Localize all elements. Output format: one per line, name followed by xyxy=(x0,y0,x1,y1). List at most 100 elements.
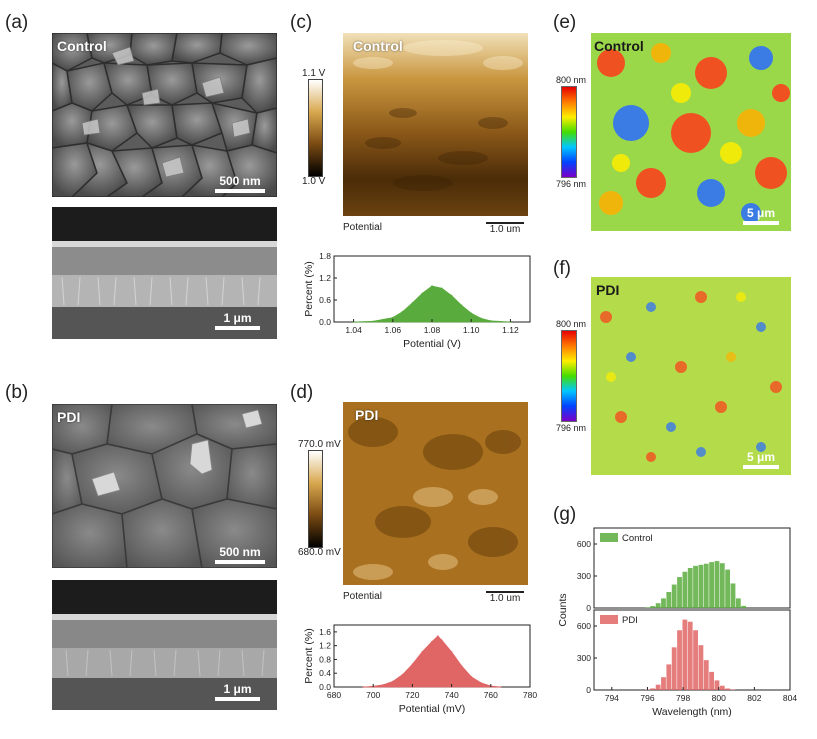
hist-bar-pdi xyxy=(682,619,688,690)
hist-point xyxy=(480,317,482,320)
x-tick-label: 1.06 xyxy=(385,325,402,335)
hist-bar-pdi xyxy=(719,685,725,690)
y-tick-label: 600 xyxy=(577,539,591,549)
panel-label-b: (b) xyxy=(5,382,29,403)
hist-bar-control xyxy=(671,584,677,608)
kpfm-d-caption: Potential xyxy=(343,591,382,602)
hist-point xyxy=(437,635,439,637)
x-tick-label: 794 xyxy=(605,693,619,703)
sem-b-top-scalebar: 500 nm xyxy=(215,545,265,564)
sem-b-bottom-scale-bar xyxy=(215,697,260,701)
legend-swatch-control xyxy=(600,533,618,542)
hist-point xyxy=(372,320,374,323)
hist-point xyxy=(470,312,472,314)
panel-label-a: (a) xyxy=(5,12,29,33)
pl-f-scalebar: 5 μm xyxy=(743,450,779,469)
hist-point xyxy=(441,287,443,290)
x-tick-label: 1.04 xyxy=(345,325,362,335)
sem-pdi-crosssection: 1 μm xyxy=(52,580,277,710)
pl-g-histogram: 0 300 600 Control 0 300 600 PDI 794 796 798 800 802 8… xyxy=(557,527,797,718)
hist-point xyxy=(450,651,453,653)
sem-b-top-scale-bar xyxy=(215,560,265,564)
hist-bar-pdi xyxy=(677,630,682,690)
sem-control-tag: Control xyxy=(57,38,107,54)
y-tick-label: 0.4 xyxy=(319,668,331,678)
hist-bar-pdi xyxy=(687,621,693,690)
x-tick-label: 802 xyxy=(747,693,761,703)
hist-bar-pdi xyxy=(714,680,720,690)
hist-bar-pdi xyxy=(693,630,698,690)
hist-point xyxy=(450,294,453,297)
hist-bar-pdi xyxy=(661,677,666,690)
hist-bar-control xyxy=(741,605,747,608)
pl-f-cbar-max: 800 nm xyxy=(556,319,587,329)
y-tick-label: 300 xyxy=(577,653,591,663)
hist-bar-pdi xyxy=(666,664,672,690)
hist-point xyxy=(490,320,492,322)
kpfm-c-cbar-min: 1.0 V xyxy=(302,176,326,187)
pl-e-cbar-max: 800 nm xyxy=(556,75,587,85)
hist-point xyxy=(401,673,404,676)
hist-bar-control xyxy=(714,561,720,608)
kpfm-c-caption: Potential xyxy=(343,222,382,233)
sem-a-bottom-scale-label: 1 μm xyxy=(223,311,252,325)
y-tick-label: 600 xyxy=(577,621,591,631)
hist-bar-control xyxy=(698,564,704,608)
kpfm-c-histogram: 1.04 1.06 1.08 1.10 1.12 0.0 0.6 1.2 1.8 Potentia… xyxy=(303,251,531,350)
legend-label-pdi: PDI xyxy=(622,615,638,626)
x-tick-label: 1.10 xyxy=(463,325,480,335)
kpfm-d-histogram: 680 700 720 740 760 780 0.0 0.4 0.8 1.2 1.6 Potenti… xyxy=(303,624,537,715)
kpfm-control-texture xyxy=(353,40,523,191)
hist-point xyxy=(382,684,384,686)
hist-bar-control xyxy=(661,598,666,608)
panel-label-e: (e) xyxy=(553,12,577,33)
kpfm-pdi-map: PDI xyxy=(343,402,528,585)
y-tick-label: 1.8 xyxy=(319,251,331,261)
kpfm-d-scalebar: 1.0 um xyxy=(486,590,524,604)
pl-control-map: Control 5 μm xyxy=(591,33,791,231)
hist-bar-control xyxy=(650,606,656,608)
kpfm-control-tag: Control xyxy=(353,38,403,54)
hist-point xyxy=(411,663,414,666)
y-tick-label: 1.2 xyxy=(319,273,331,283)
pl-f-scale-bar xyxy=(743,465,779,469)
y-tick-label: 0 xyxy=(586,603,591,613)
panel-label-f: (f) xyxy=(553,258,571,279)
hist-bar-pdi xyxy=(698,645,704,690)
sem-crosssection-control-art xyxy=(52,207,277,339)
hist-point xyxy=(421,292,423,295)
hist-bar-pdi xyxy=(650,688,656,690)
hist-bar-control xyxy=(645,607,650,608)
pl-pdi-texture xyxy=(600,291,782,462)
sem-a-bottom-scalebar: 1 μm xyxy=(215,311,260,330)
pl-e-cbar-min: 796 nm xyxy=(556,179,587,189)
hist-bar-control xyxy=(682,571,688,608)
hist-bar-control xyxy=(655,603,661,608)
hist-point xyxy=(470,675,472,678)
sem-control-topview: Control 500 nm xyxy=(52,33,277,197)
pl-f-scale-label: 5 μm xyxy=(746,450,776,464)
kpfm-d-cbar-max: 770.0 mV xyxy=(298,439,341,450)
hist-bar-control xyxy=(703,563,709,608)
hist-bar-control xyxy=(666,592,672,608)
hist-point xyxy=(392,316,394,319)
sem-b-top-scale-label: 500 nm xyxy=(219,545,261,559)
kpfm-c-scale-bar xyxy=(486,222,524,224)
hist-point xyxy=(411,302,414,304)
legend-label-control: Control xyxy=(622,533,653,544)
pl-e-scale-bar xyxy=(743,221,779,225)
hist-area xyxy=(363,635,501,688)
x-tick-label: 680 xyxy=(327,690,341,700)
pl-f-colorbar xyxy=(561,330,577,422)
y-axis-label: Percent (%) xyxy=(303,628,315,683)
hist-bar-pdi xyxy=(671,647,677,690)
sem-b-bottom-scalebar: 1 μm xyxy=(215,682,260,701)
sem-grains-pdi xyxy=(52,404,277,568)
kpfm-control-map: Control xyxy=(343,33,528,216)
pl-control-texture xyxy=(597,43,790,223)
hist-bar-control xyxy=(725,569,731,608)
sem-crosssection-pdi-art xyxy=(52,580,277,710)
kpfm-d-scale-label: 1.0 um xyxy=(489,593,521,604)
y-tick-label: 1.6 xyxy=(319,627,331,637)
x-tick-label: 798 xyxy=(676,693,690,703)
